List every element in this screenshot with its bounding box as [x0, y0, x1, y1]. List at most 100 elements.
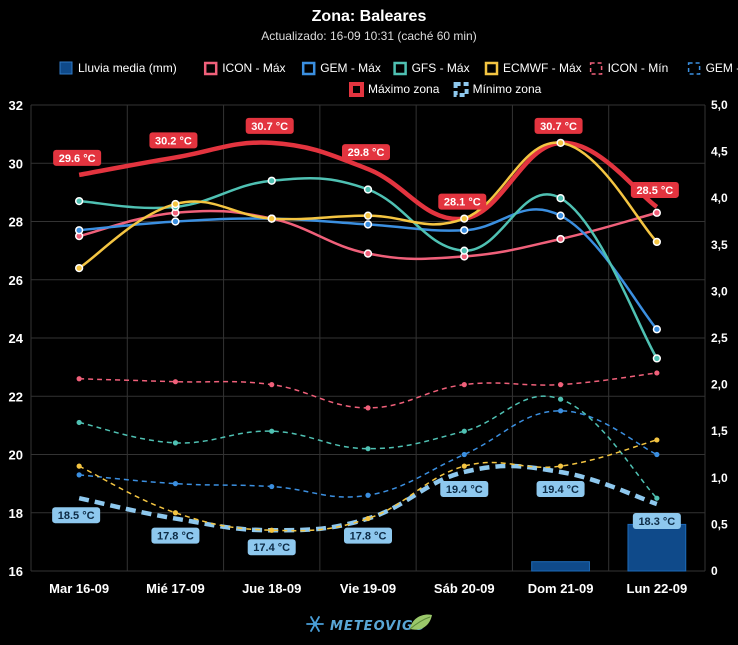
leaf-icon: [409, 614, 432, 630]
y-right-tick-label: 2,0: [711, 378, 728, 392]
zone-min-label-bg: [151, 527, 200, 544]
zone-max-label-bg: [149, 132, 198, 149]
zone-max-label-text: 29.6 °C: [59, 153, 96, 165]
zone-min-label-text: 19.4 °C: [542, 484, 579, 496]
zone-max-label-bg: [534, 117, 583, 134]
zone-min-label-bg: [52, 507, 101, 524]
series-point: [461, 463, 467, 469]
y-left-tick-label: 30: [9, 156, 23, 171]
zone-max-label: 30.7 °C: [534, 117, 583, 134]
series-point: [557, 396, 564, 402]
y-left-tick-label: 24: [9, 331, 24, 346]
zone-max-label-bg: [245, 117, 294, 134]
y-right-tick-label: 4,5: [711, 145, 728, 159]
x-tick-label: Mié 17-09: [146, 581, 205, 596]
legend-item[interactable]: Máximo zona: [349, 82, 440, 97]
legend-label: ICON - Mín: [608, 61, 669, 75]
zone-max-label: 29.8 °C: [342, 144, 390, 161]
y-left-tick-label: 26: [9, 273, 23, 288]
y-left-tick-label: 28: [9, 215, 23, 230]
series-point: [460, 226, 469, 235]
y-left-tick-label: 16: [9, 564, 23, 579]
y-right-tick-label: 3,5: [711, 238, 728, 252]
legend-item[interactable]: GEM - Máx: [301, 61, 381, 76]
zone-min-label-text: 17.8 °C: [350, 531, 387, 543]
zone-max-label-bg: [630, 181, 679, 198]
series-point: [269, 428, 275, 434]
zone-max-label-bg: [438, 193, 487, 210]
zone-max-label-text: 28.5 °C: [636, 185, 673, 197]
zone-max-label: 30.2 °C: [149, 132, 198, 149]
zone-min-label: 19.4 °C: [440, 480, 489, 497]
series-point: [172, 481, 179, 487]
zone-min-label: 17.8 °C: [344, 527, 392, 544]
y-right-tick-label: 0: [711, 564, 718, 578]
rain-bar: [531, 561, 590, 572]
x-axis: Mar 16-09 Mié 17-09 Jue 18-09 Vie 19-09 Sáb …: [49, 581, 687, 596]
y-right-tick-label: 2,5: [711, 331, 728, 345]
series-point: [172, 510, 179, 516]
series-point: [556, 138, 565, 148]
series-point: [267, 214, 276, 223]
zone-min-label: 18.3 °C: [632, 513, 681, 530]
series-point: [460, 214, 469, 223]
zone-min-label-bg: [632, 513, 681, 530]
zone-max-label-bg: [342, 144, 390, 161]
legend-item[interactable]: ECMWF - Máx: [484, 61, 582, 76]
legend-item[interactable]: ICON - Máx: [203, 61, 286, 76]
series-point: [74, 196, 84, 206]
series-point: [556, 234, 565, 244]
legend-label: ECMWF - Máx: [503, 61, 582, 75]
zone-max-label: 30.7 °C: [245, 117, 294, 134]
series-point: [363, 211, 373, 220]
logo-text: METEOVIGO: [330, 619, 426, 634]
series-point: [654, 370, 660, 376]
series-point: [74, 263, 84, 273]
series-point: [76, 472, 82, 478]
rain-bar: [627, 523, 687, 572]
y-left-tick-label: 18: [9, 506, 23, 521]
legend-item[interactable]: GFS - Máx: [393, 61, 470, 76]
legend-swatch: [349, 82, 364, 97]
series-point: [654, 495, 660, 501]
series-point: [365, 492, 371, 498]
zone-min-label-bg: [536, 480, 585, 497]
footer-logo: METEOVIGO: [306, 614, 432, 634]
legend-label: Máximo zona: [368, 82, 440, 96]
legend-item[interactable]: ICON - Mín: [589, 61, 669, 75]
legend-item[interactable]: Lluvia media (mm): [59, 61, 177, 75]
series-point: [365, 446, 371, 452]
series-point: [363, 249, 373, 258]
legend-label: GFS - Máx: [412, 61, 470, 75]
series-point: [652, 208, 662, 217]
series-point: [172, 379, 179, 385]
y-right-tick-label: 1,0: [711, 471, 728, 485]
zone-max-label: 28.1 °C: [438, 193, 487, 210]
series-point: [461, 428, 467, 434]
zone-max-label-text: 28.1 °C: [444, 197, 481, 209]
x-tick-label: Dom 21-09: [528, 581, 594, 596]
x-tick-label: Jue 18-09: [242, 581, 301, 596]
y-axis-right: 0 0,5 1,0 1,5 2,0 2,5 3,0 3,5 4,0 4,5 5,0: [711, 98, 728, 578]
zone-min-label-bg: [344, 527, 392, 544]
series-point: [267, 176, 276, 185]
legend-item[interactable]: Mínimo zona: [453, 82, 542, 97]
series-point: [172, 440, 179, 446]
zone-max-label: 28.5 °C: [630, 181, 679, 198]
series-point: [460, 246, 469, 255]
zone-max-label-text: 30.7 °C: [251, 121, 288, 133]
zone-max-label-text: 29.8 °C: [348, 147, 385, 159]
data-labels: 29.6 °C 30.2 °C 30.7 °C 29.8 °C 28.1 °C 30.7 …: [52, 117, 681, 556]
y-right-tick-label: 0,5: [711, 517, 728, 531]
legend-swatch: [687, 62, 701, 75]
series-line-6: [78, 395, 658, 499]
series-point: [74, 226, 84, 235]
legend[interactable]: Lluvia media (mm) ICON - Máx GEM - Máx GFS …: [59, 61, 738, 97]
zone-max-label-text: 30.2 °C: [155, 135, 192, 147]
series-line-2: [79, 177, 658, 360]
x-tick-label: Mar 16-09: [49, 581, 109, 596]
legend-item[interactable]: GEM - Mín: [687, 61, 738, 75]
legend-swatch: [393, 61, 407, 76]
series-point: [652, 325, 662, 334]
